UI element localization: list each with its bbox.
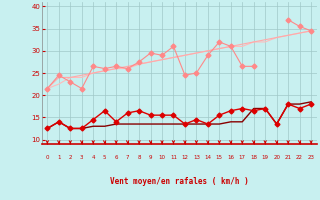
X-axis label: Vent moyen/en rafales ( km/h ): Vent moyen/en rafales ( km/h )	[110, 177, 249, 186]
